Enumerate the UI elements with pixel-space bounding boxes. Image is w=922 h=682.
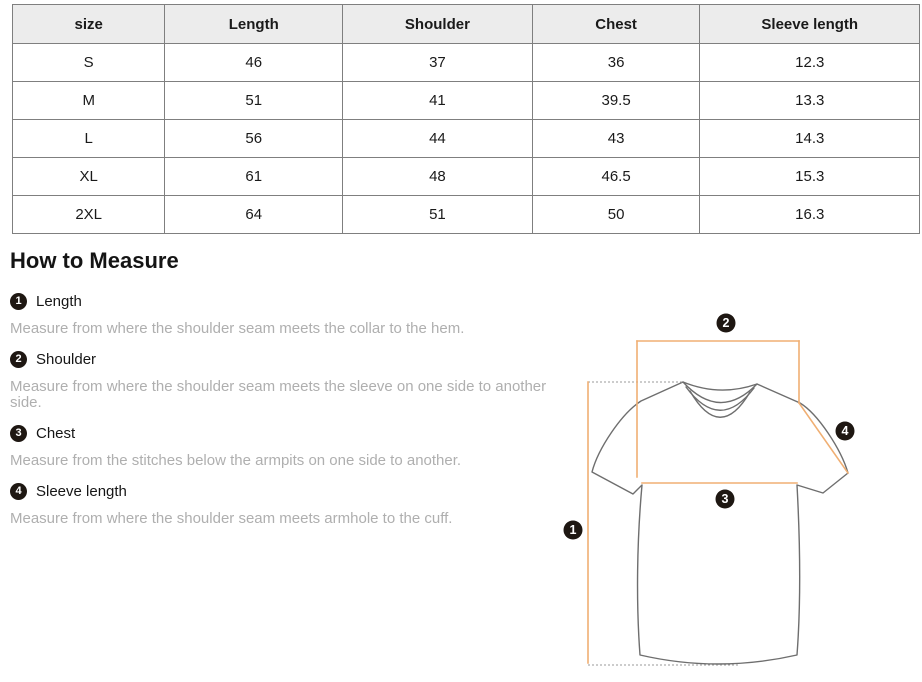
- table-row: 2XL 64 51 50 16.3: [11, 195, 920, 234]
- sleeve-measure-line: [797, 401, 850, 475]
- table-cell: 15.3: [699, 157, 920, 196]
- column-header: Shoulder: [342, 4, 533, 44]
- table-row: S 46 37 36 12.3: [11, 43, 920, 82]
- column-header: size: [11, 4, 166, 44]
- measure-item: 1 Length Measure from where the shoulder s…: [10, 292, 575, 337]
- table-cell: 46.5: [531, 157, 701, 196]
- measure-item-label-row: 4 Sleeve length: [10, 482, 575, 500]
- diagram-badge-chest: 3: [715, 489, 735, 509]
- svg-text:3: 3: [722, 492, 729, 506]
- table-header-row: size Length Shoulder Chest Sleeve length: [11, 4, 920, 44]
- diagram-badge-shoulder: 2: [716, 313, 736, 333]
- number-badge-icon: 4: [10, 482, 27, 500]
- table-cell: 50: [531, 195, 701, 234]
- svg-text:4: 4: [842, 424, 849, 438]
- tshirt-measure-diagram: 1 2 3 4: [560, 300, 922, 682]
- table-cell: 61: [164, 157, 344, 196]
- table-cell: M: [11, 81, 166, 120]
- table-cell: 48: [342, 157, 533, 196]
- table-cell: 13.3: [699, 81, 920, 120]
- table-row: M 51 41 39.5 13.3: [11, 81, 920, 120]
- tshirt-outline-drawing: [591, 381, 849, 665]
- table-cell: 43: [531, 119, 701, 158]
- measure-item-description: Measure from where the shoulder seam mee…: [10, 510, 453, 527]
- table-cell: 37: [342, 43, 533, 82]
- table-cell: 16.3: [699, 195, 920, 234]
- table-cell: 64: [164, 195, 344, 234]
- table-row: XL 61 48 46.5 15.3: [11, 157, 920, 196]
- measure-item-label-row: 1 Length: [10, 292, 575, 310]
- number-badge-icon: 3: [10, 424, 27, 442]
- table-row: L 56 44 43 14.3: [11, 119, 920, 158]
- column-header: Length: [164, 4, 344, 44]
- table-cell: 56: [164, 119, 344, 158]
- measure-item-description: Measure from the stitches below the armp…: [10, 452, 462, 469]
- measure-item-description: Measure from where the shoulder seam mee…: [10, 320, 465, 337]
- how-to-measure-title: How to Measure: [10, 248, 179, 273]
- table-cell: 51: [164, 81, 344, 120]
- number-badge-icon: 1: [10, 292, 27, 310]
- measure-item: 4 Sleeve length Measure from where the sho…: [10, 482, 575, 527]
- table-cell: L: [11, 119, 166, 158]
- measure-list: 1 Length Measure from where the shoulder s…: [10, 292, 575, 540]
- measure-item-label-row: 2 Shoulder: [10, 350, 575, 368]
- table-cell: 12.3: [699, 43, 920, 82]
- dotted-guide-lines: [588, 381, 740, 666]
- table-cell: 51: [342, 195, 533, 234]
- measure-item-description: Measure from where the shoulder seam mee…: [10, 378, 547, 411]
- size-table-body: S 46 37 36 12.3 M 51 41 39.5 13.3 L 56 44 43 14.3 XL 61 4…: [11, 43, 920, 234]
- svg-text:1: 1: [570, 523, 577, 537]
- measurement-lines: [587, 340, 850, 664]
- diagram-badge-length: 1: [563, 520, 583, 540]
- table-cell: 2XL: [11, 195, 166, 234]
- measure-item-label: Length: [36, 292, 82, 310]
- table-cell: 14.3: [699, 119, 920, 158]
- table-cell: XL: [11, 157, 166, 196]
- table-cell: 36: [531, 43, 701, 82]
- measure-item-label: Chest: [36, 424, 76, 442]
- table-cell: 44: [342, 119, 533, 158]
- column-header: Sleeve length: [699, 4, 920, 44]
- number-badge-icon: 2: [10, 350, 27, 368]
- measure-item: 3 Chest Measure from the stitches below th…: [10, 424, 575, 469]
- table-cell: S: [11, 43, 166, 82]
- column-header: Chest: [531, 4, 701, 44]
- size-chart-table: size Length Shoulder Chest Sleeve length S 46…: [11, 4, 920, 234]
- table-cell: 46: [164, 43, 344, 82]
- diagram-badge-sleeve: 4: [835, 421, 855, 441]
- measure-item: 2 Shoulder Measure from where the shoulder…: [10, 350, 575, 411]
- measure-item-label: Sleeve length: [36, 482, 127, 500]
- svg-text:2: 2: [723, 316, 730, 330]
- table-cell: 41: [342, 81, 533, 120]
- table-cell: 39.5: [531, 81, 701, 120]
- measure-item-label: Shoulder: [36, 350, 97, 368]
- measure-item-label-row: 3 Chest: [10, 424, 575, 442]
